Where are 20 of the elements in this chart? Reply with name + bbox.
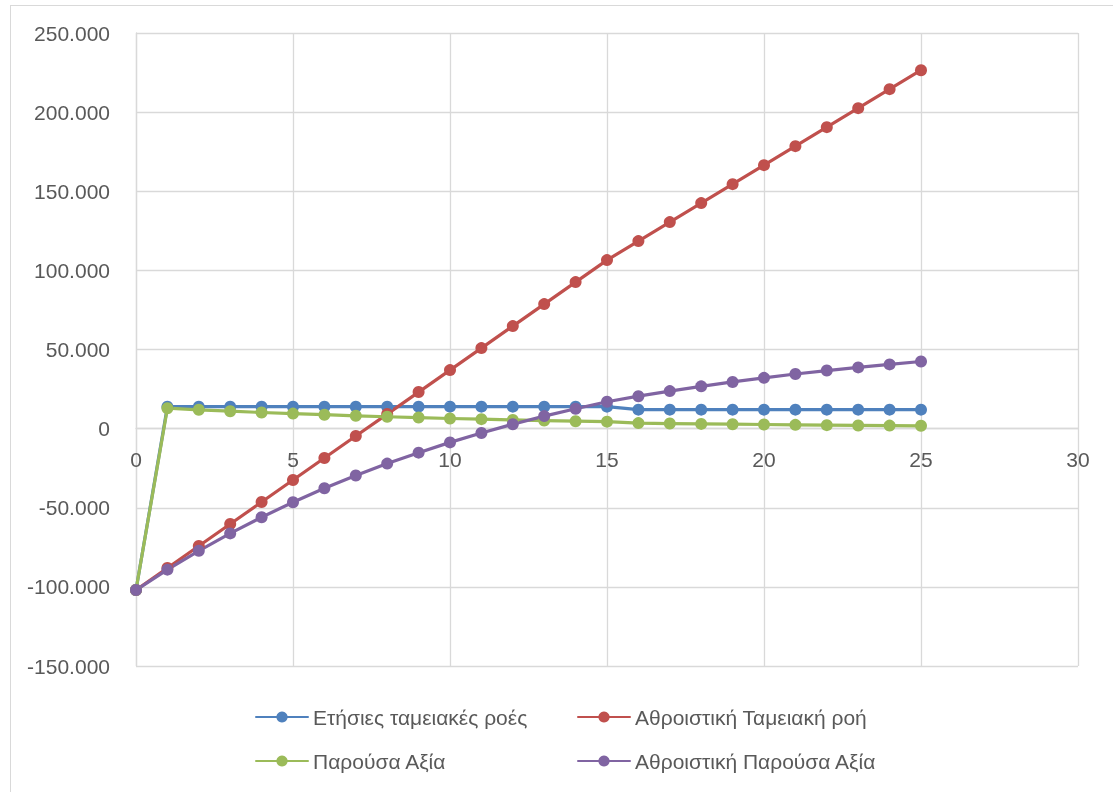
x-tick-label: 10	[438, 447, 462, 471]
legend-label: Αθροιστική Παρούσα Αξία	[635, 749, 876, 773]
y-tick-label: 250.000	[34, 21, 110, 45]
x-tick-label: 0	[130, 447, 142, 471]
y-tick-label: 50.000	[45, 338, 110, 361]
x-tick-label: 5	[287, 447, 299, 471]
legend-label: Ετήσιες ταμειακές ροές	[313, 705, 528, 729]
x-tick-label: 20	[752, 447, 776, 471]
x-tick-label: 25	[909, 447, 933, 471]
legend-label: Παρούσα Αξία	[313, 749, 446, 773]
y-tick-label: 200.000	[34, 100, 110, 124]
x-tick-label: 30	[1066, 447, 1090, 471]
x-tick-label: 15	[595, 447, 619, 471]
y-tick-label: -100.000	[27, 575, 110, 599]
y-tick-label: 0	[98, 417, 110, 441]
y-tick-label: 100.000	[34, 258, 110, 282]
y-tick-label: -150.000	[27, 654, 110, 678]
y-tick-label: -50.000	[38, 496, 110, 520]
legend-label: Αθροιστική Ταμειακή ροή	[635, 705, 867, 729]
y-tick-label: 150.000	[34, 179, 110, 203]
